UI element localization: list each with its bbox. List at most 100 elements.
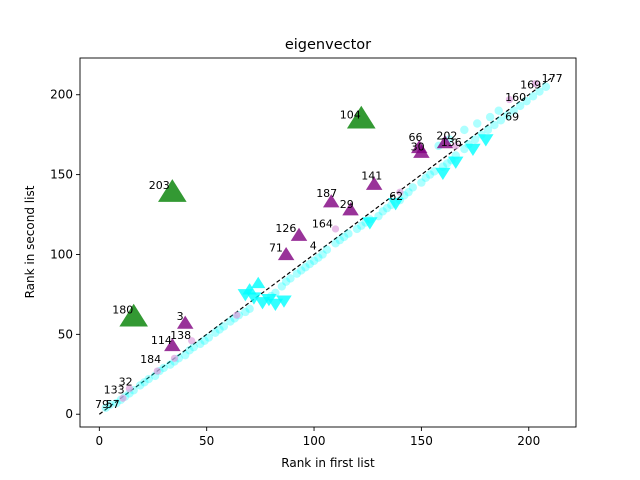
point-annotation: 30 (411, 141, 425, 154)
data-point-down-triangle (362, 217, 378, 230)
data-point-up-triangle-large (158, 179, 187, 202)
data-point (241, 307, 250, 317)
point-annotation: 62 (389, 190, 403, 203)
data-point (211, 328, 220, 337)
data-point (309, 256, 319, 266)
data-point (140, 378, 149, 387)
data-point (503, 111, 512, 120)
point-annotation: 79 (95, 398, 109, 411)
data-point-small (188, 337, 196, 345)
data-point (215, 325, 224, 334)
x-tick-label: 200 (517, 434, 540, 448)
data-point (331, 239, 340, 248)
data-point (382, 203, 392, 213)
data-point (421, 173, 430, 183)
point-annotation: 3 (177, 310, 184, 323)
data-point (322, 245, 332, 254)
data-point (305, 259, 314, 269)
data-point (404, 187, 413, 197)
data-point (196, 339, 205, 349)
data-point-up-triangle (342, 202, 359, 216)
data-point (314, 253, 323, 262)
data-point (105, 400, 115, 409)
point-annotation: 160 (505, 91, 526, 104)
data-point (296, 266, 306, 275)
data-point (286, 274, 295, 283)
point-annotation: 29 (340, 198, 354, 211)
data-point-small (233, 311, 241, 319)
data-point (189, 342, 199, 352)
data-point (159, 363, 168, 373)
data-point (473, 119, 482, 128)
data-point (352, 224, 362, 234)
data-point-down-triangle (276, 295, 292, 308)
data-point (470, 135, 480, 144)
data-point (277, 282, 287, 291)
data-point (318, 250, 327, 259)
data-point (165, 360, 175, 369)
data-point (496, 116, 506, 125)
data-point (181, 350, 190, 360)
axis-ticks: 0 50 100 150 200 0 50 100 150 200 (50, 88, 540, 448)
data-point-up-triangle (290, 227, 308, 241)
data-point (425, 170, 435, 179)
data-point (417, 178, 426, 187)
y-axis-label: Rank in second list (23, 185, 37, 298)
point-annotation: 138 (170, 329, 191, 342)
y-tick-label: 200 (50, 88, 73, 102)
data-point (245, 304, 254, 313)
data-point (335, 235, 345, 245)
data-point (357, 221, 366, 230)
data-point (185, 346, 194, 355)
data-point (522, 96, 531, 106)
point-annotation: 114 (151, 334, 172, 347)
data-point (226, 317, 235, 326)
data-point-down-triangle (448, 156, 464, 169)
point-annotation: 126 (275, 222, 296, 235)
data-point (494, 106, 503, 115)
point-annotation: 184 (140, 353, 161, 366)
point-annotation: 69 (505, 110, 519, 123)
point-annotation: 169 (520, 78, 541, 91)
data-point (101, 403, 110, 413)
data-point (485, 112, 495, 122)
data-point (200, 336, 209, 345)
data-point-down-triangle (478, 134, 494, 147)
data-point-small (452, 142, 460, 150)
x-axis-label: Rank in first list (281, 456, 375, 470)
x-tick-label: 100 (303, 434, 326, 448)
data-point-up-triangle (322, 194, 340, 208)
data-point-down-triangle (435, 167, 451, 181)
data-point-up-triangle (436, 135, 454, 149)
point-annotation: 136 (441, 136, 462, 149)
point-annotation: 104 (340, 109, 361, 122)
data-point (442, 159, 452, 168)
x-tick-label: 0 (96, 434, 104, 448)
data-point-up-triangle (413, 144, 430, 158)
data-point-down-triangle (387, 198, 404, 211)
data-point-small (125, 385, 133, 393)
data-point-down-triangle (465, 143, 481, 157)
y-tick-label: 50 (58, 327, 73, 341)
data-point-up-triangle-small (242, 283, 257, 295)
data-point-up-triangle (365, 176, 383, 190)
data-point-small (153, 367, 161, 375)
point-annotation: 203 (149, 179, 170, 192)
data-point (204, 333, 214, 342)
y-tick-label: 0 (65, 407, 73, 421)
data-point-small (396, 188, 404, 196)
data-point-small (531, 79, 539, 88)
y-tick-label: 150 (50, 168, 73, 182)
point-annotation: 180 (112, 304, 133, 317)
point-annotation: 187 (316, 187, 337, 200)
x-tick-label: 150 (410, 434, 433, 448)
data-point-up-triangle-large (346, 105, 376, 129)
data-point (144, 374, 153, 384)
data-point (292, 269, 302, 278)
data-point (541, 82, 551, 91)
point-annotation: 202 (436, 129, 457, 142)
data-point-up-triangle (176, 315, 194, 329)
